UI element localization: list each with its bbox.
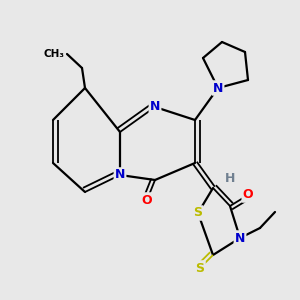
Text: S: S — [196, 262, 205, 275]
Text: N: N — [213, 82, 223, 94]
Text: N: N — [235, 232, 245, 244]
Text: H: H — [225, 172, 235, 184]
Text: N: N — [150, 100, 160, 113]
Text: O: O — [142, 194, 152, 206]
Text: O: O — [243, 188, 253, 202]
Text: CH₃: CH₃ — [44, 49, 65, 59]
Text: S: S — [194, 206, 202, 220]
Text: N: N — [115, 169, 125, 182]
